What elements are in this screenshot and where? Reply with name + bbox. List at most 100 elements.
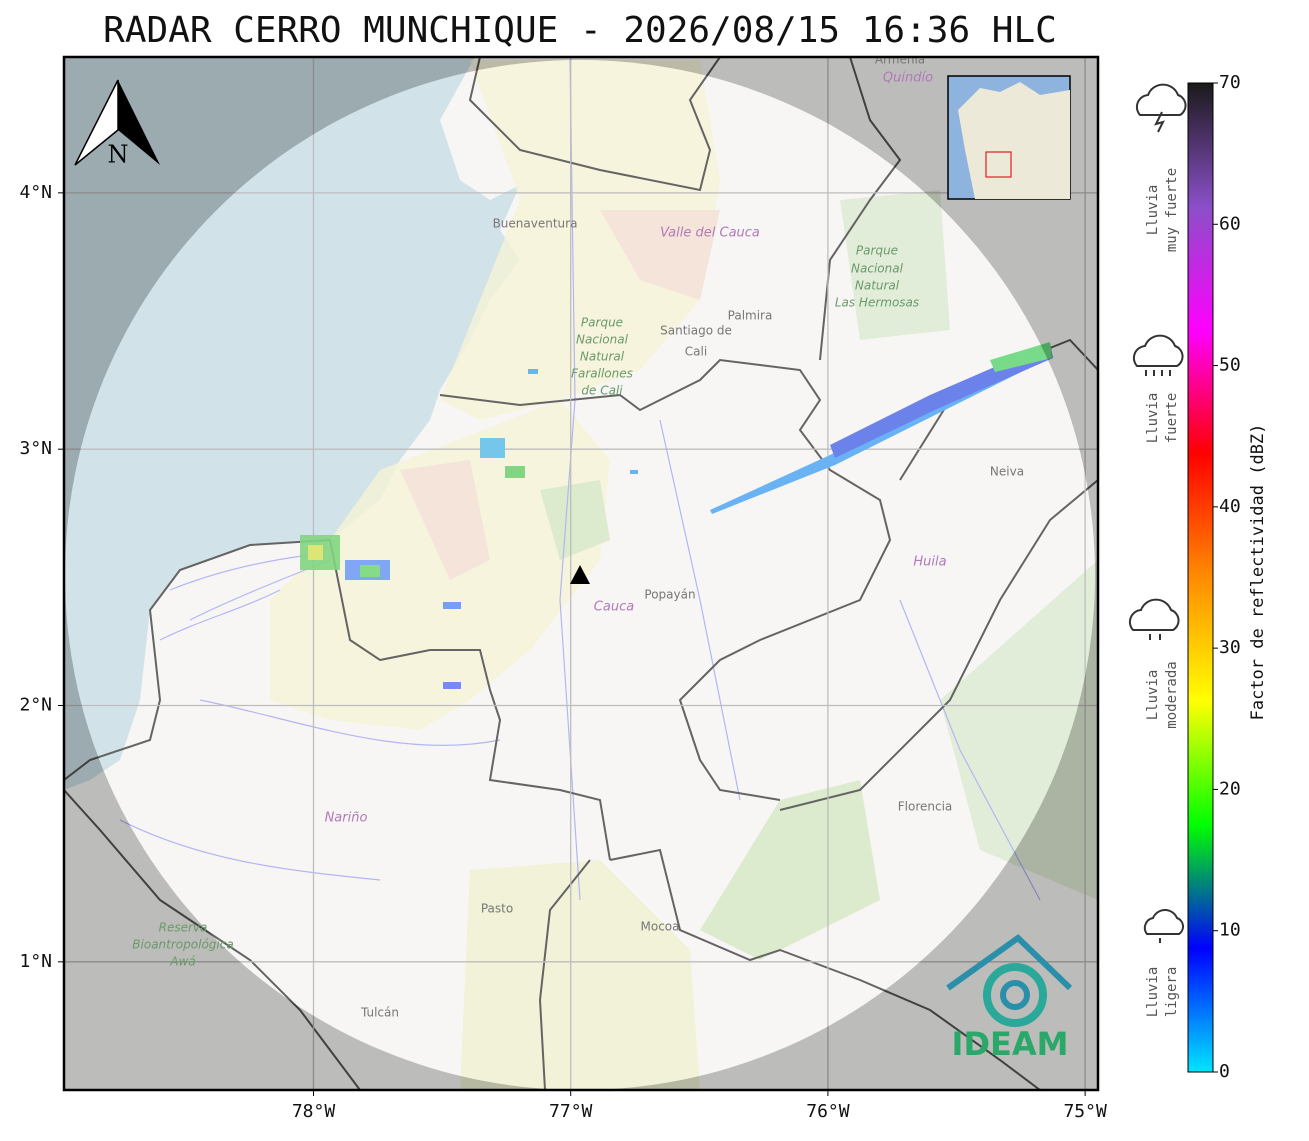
place-label: Santiago de (660, 324, 732, 338)
place-label: Pasto (481, 902, 513, 916)
icon-cloud (1143, 909, 1184, 935)
radar-site (570, 565, 590, 584)
rain-label: Lluvia (1145, 393, 1161, 444)
echo (505, 466, 525, 478)
colorbar (1187, 82, 1214, 1073)
colorbar-tick-label: 20 (1219, 778, 1241, 799)
place-label: de Cali (581, 384, 623, 398)
park (940, 560, 1098, 900)
region (440, 60, 720, 420)
rain-label: Lluvia (1145, 185, 1161, 236)
map-frame (62, 55, 1100, 1092)
logo-swirl (1000, 980, 1030, 1010)
rain-label: Lluvia (1145, 967, 1161, 1018)
rain-label: Lluvia (1145, 670, 1161, 721)
rain-label: moderada (1164, 661, 1180, 728)
rain-icons (1128, 83, 1187, 943)
inset-land (958, 82, 1070, 199)
icon-cloud (1128, 598, 1180, 631)
echo (990, 342, 1052, 372)
region (600, 210, 720, 300)
place-label: Nacional (576, 333, 629, 347)
colorbar-tick-label: 0 (1219, 1061, 1230, 1082)
colorbar-label: Factor de reflectividad (dBZ) (1248, 424, 1268, 721)
y-tick-label: 1°N (19, 951, 52, 972)
colorbar-tick-label: 30 (1219, 637, 1241, 658)
place-label: Reserva (159, 921, 208, 935)
colorbar-tick-label: 40 (1219, 496, 1241, 517)
place-label: Nariño (325, 811, 368, 826)
place-label: Palmira (728, 309, 773, 323)
grid (64, 57, 1098, 1090)
place-label: Cali (685, 345, 707, 359)
axis-ticks: 78°W 77°W 76°W 75°W 4°N 3°N 2°N 1°N (19, 182, 1106, 1122)
region (400, 460, 490, 580)
inset-extent (985, 151, 1012, 178)
radar-echoes (300, 342, 1053, 689)
rain-label: muy fuerte (1164, 168, 1180, 252)
place-label: Armenia (875, 53, 925, 67)
rain-label: ligera (1164, 967, 1180, 1018)
echo (308, 545, 323, 560)
inset-map (947, 75, 1071, 200)
park (840, 190, 950, 340)
north-arrow: N (74, 79, 160, 169)
map: Buenaventura Valle del Cauca Palmira San… (64, 53, 1098, 1090)
x-tick-label: 75°W (1063, 1101, 1107, 1122)
echo (528, 369, 538, 374)
logo-text: IDEAM (952, 1025, 1069, 1063)
region (270, 400, 610, 730)
sea (64, 57, 520, 790)
place-label: Farallones (571, 367, 633, 381)
icon-rain (1149, 634, 1161, 640)
title: RADAR CERRO MUNCHIQUE - 2026/08/15 16:36… (103, 10, 1057, 51)
y-tick-label: 4°N (19, 182, 52, 203)
place-label: Valle del Cauca (660, 226, 760, 241)
place-label: Nacional (851, 262, 904, 276)
colorbar-tick-label: 60 (1219, 213, 1241, 234)
echo (830, 343, 1053, 458)
place-label: Buenaventura (493, 217, 578, 231)
rain-label: fuerte (1164, 393, 1180, 444)
icon-rain (1145, 370, 1171, 376)
x-tick-label: 77°W (549, 1101, 593, 1122)
place-label: Neiva (990, 465, 1024, 479)
park (540, 480, 610, 560)
echo (480, 438, 505, 458)
x-tick-label: 76°W (806, 1101, 850, 1122)
logo-roof (946, 934, 1073, 991)
echo (710, 345, 1050, 514)
colorbar-tick-label: 10 (1219, 920, 1241, 941)
echo (443, 602, 461, 609)
rivers (119, 59, 1041, 901)
place-label: Florencia (898, 800, 953, 814)
place-label: Natural (855, 279, 900, 293)
north-label: N (108, 141, 129, 169)
place-label: Popayán (644, 588, 695, 602)
place-label: Mocoa (641, 920, 680, 934)
place-label: Quindío (883, 71, 933, 86)
echo (630, 470, 638, 474)
echo (443, 682, 461, 689)
park (700, 780, 880, 960)
place-label: Cauca (594, 600, 634, 615)
place-label: Las Hermosas (835, 296, 919, 310)
place-label: Natural (580, 350, 625, 364)
icon-bolt (1154, 111, 1165, 133)
place-label: Parque (856, 244, 898, 258)
y-tick-label: 3°N (19, 438, 52, 459)
place-label: Tulcán (360, 1006, 399, 1020)
x-tick-label: 78°W (292, 1101, 336, 1122)
icon-cloud (1135, 83, 1187, 116)
echo (360, 565, 380, 577)
logo-swirl (983, 963, 1047, 1027)
icon-cloud (1132, 334, 1184, 367)
y-tick-label: 2°N (19, 695, 52, 716)
place-label: Awá (169, 955, 195, 969)
place-label: Parque (581, 316, 623, 330)
colorbar-tick-label: 50 (1219, 355, 1241, 376)
place-label: Bioantropológica (132, 938, 233, 952)
place-label: Huila (913, 555, 946, 570)
colorbar-tick-label: 70 (1219, 72, 1241, 93)
